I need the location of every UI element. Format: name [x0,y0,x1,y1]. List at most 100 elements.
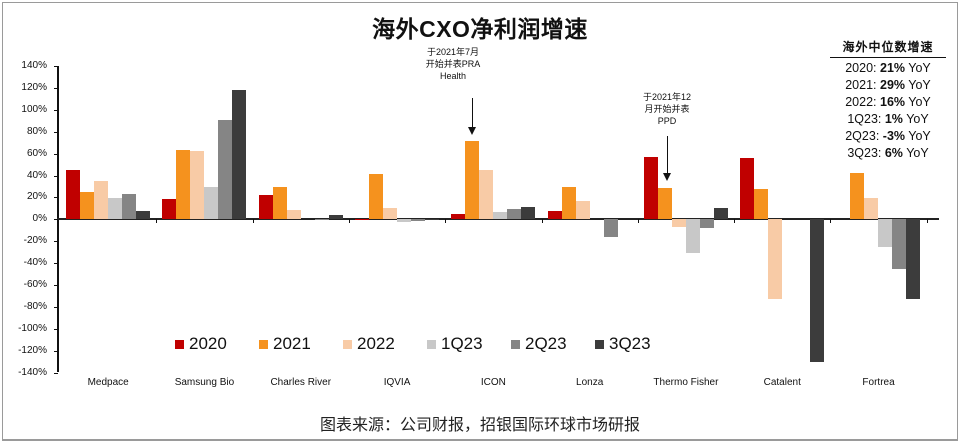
bar-lonza-2q23 [604,219,618,237]
bar-icon-2021 [465,141,479,219]
x-category-label: Catalent [763,377,801,388]
y-tick-label: 40% [26,169,47,181]
median-row-2022: 2022: 16% YoY [845,95,931,109]
bar-samsung-bio-2020 [162,199,176,219]
bar-thermo-fisher-2q23 [700,219,714,228]
y-tick-label: -60% [23,279,47,290]
median-panel-title: 海外中位数增速 [842,40,934,54]
x-category-label: Samsung Bio [174,377,235,388]
y-tick-mark [54,328,58,330]
bar-iqvia-3q23 [425,219,439,220]
x-category-label: Thermo Fisher [653,377,719,388]
y-tick-mark [54,153,58,155]
annotation-icon-pra: 于2021年7月 开始并表PRA Health [425,47,481,81]
bar-charles-river-2020 [259,195,273,219]
y-tick-mark [54,197,58,199]
bar-fortrea-2021 [850,173,864,219]
bar-fortrea-3q23 [906,219,920,299]
bar-charles-river-3q23 [329,215,343,219]
bar-fortrea-1q23 [878,219,892,247]
x-category-label: Fortrea [862,377,895,388]
median-row-2021: 2021: 29% YoY [845,78,931,92]
bar-samsung-bio-2022 [190,151,204,219]
median-row-3q23: 3Q23: 6% YoY [847,146,929,160]
y-tick-mark [54,219,58,221]
bar-medpace-2021 [80,192,94,219]
chart-title: 海外CXO净利润增速 [372,16,588,42]
bar-medpace-3q23 [136,211,150,219]
bar-samsung-bio-2021 [176,150,190,219]
y-tick-label: 100% [21,103,47,115]
annotation-arrow-line-thermo [667,136,668,174]
annotation-arrow-head-icon [468,127,476,135]
legend-swatch-2021 [259,339,268,349]
bar-thermo-fisher-2020 [644,157,658,219]
y-tick-mark [54,66,58,67]
bar-samsung-bio-1q23 [204,187,218,219]
bar-icon-2020 [451,214,465,219]
bar-icon-3q23 [521,207,535,219]
bar-iqvia-2021 [369,174,383,219]
bar-medpace-2q23 [122,194,136,219]
y-tick-label: -100% [18,322,47,334]
x-tick-mark [927,219,928,223]
x-category-label: Charles River [270,377,332,388]
x-tick-mark [156,219,157,223]
y-tick-label: -120% [18,344,47,356]
bar-charles-river-2021 [273,187,287,219]
legend-item-3q23: 3Q23 [595,334,679,354]
bar-icon-2022 [479,170,493,219]
y-tick-mark [54,263,58,265]
bar-medpace-1q23 [108,198,122,219]
legend-swatch-2q23 [511,339,520,349]
bar-iqvia-1q23 [397,219,411,222]
bar-lonza-2021 [562,187,576,219]
bar-lonza-2022 [576,201,590,219]
legend-swatch-3q23 [595,339,604,349]
bar-fortrea-2022 [864,198,878,219]
x-category-label: ICON [480,377,506,388]
x-tick-mark [830,219,831,223]
y-tick-mark [54,285,58,286]
x-axis-zero-line [57,218,939,220]
bar-catalent-2020 [740,158,754,219]
bar-catalent-2021 [754,189,768,219]
bar-fortrea-2q23 [892,219,906,269]
x-tick-mark [734,219,735,223]
bar-catalent-3q23 [810,219,824,362]
legend-swatch-2020 [175,339,184,349]
annotation-arrow-line-icon [472,98,473,128]
y-tick-label: -80% [23,300,47,312]
annotation-thermo-ppd: 于2021年12 月开始并表 PPD [642,92,692,126]
median-panel-rule [830,57,946,58]
y-tick-mark [54,131,58,133]
bar-samsung-bio-3q23 [232,90,246,219]
bar-catalent-2022 [768,219,782,299]
legend-swatch-2022 [343,339,352,349]
bar-iqvia-2020 [355,219,369,220]
legend: 2020 2021 2022 1Q23 2Q23 3Q23 [175,334,679,354]
bar-lonza-2020 [548,211,562,219]
bar-icon-2q23 [507,209,521,219]
bar-medpace-2020 [66,170,80,219]
bar-icon-1q23 [493,212,507,219]
bar-samsung-bio-2q23 [218,120,232,219]
chart-source: 图表来源：公司财报，招银国际环球市场研报 [319,417,640,434]
x-tick-mark [349,219,350,223]
legend-item-2022: 2022 [343,334,427,354]
x-category-label: IQVIA [383,377,411,388]
median-row-2q23: 2Q23: -3% YoY [845,129,931,143]
bar-medpace-2022 [94,181,108,219]
x-tick-mark [542,219,543,223]
median-row-2020: 2020: 21% YoY [845,61,931,75]
y-tick-label: 80% [26,125,47,137]
y-tick-mark [54,175,58,177]
y-tick-label: 0% [32,213,47,225]
x-tick-mark [638,219,639,223]
bar-charles-river-2022 [287,210,301,219]
x-tick-mark [445,219,446,223]
y-tick-mark [54,350,58,352]
bar-charles-river-2q23 [315,219,329,220]
bar-iqvia-2q23 [411,219,425,221]
